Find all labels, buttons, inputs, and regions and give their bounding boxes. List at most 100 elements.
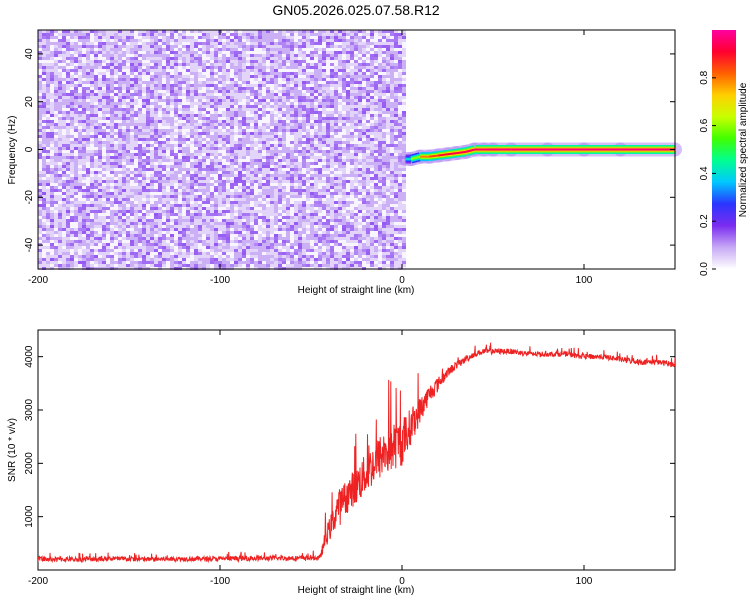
spectrogram-cell — [182, 159, 186, 162]
spectrogram-cell — [194, 186, 198, 189]
spectrogram-cell — [86, 129, 90, 132]
spectrogram-cell — [402, 42, 406, 45]
spectrogram-cell — [50, 60, 54, 63]
spectrogram-cell — [246, 36, 250, 39]
spectrogram-cell — [334, 111, 338, 114]
spectrogram-cell — [366, 96, 370, 99]
spectrogram-cell — [242, 180, 246, 183]
spectrogram-cell — [82, 72, 86, 75]
spectrogram-cell — [322, 183, 326, 186]
spectrogram-cell — [258, 126, 262, 129]
spectrogram-cell — [238, 171, 242, 174]
spectrogram-cell — [38, 54, 42, 57]
spectrogram-cell — [298, 30, 302, 33]
spectrogram-cell — [274, 108, 278, 111]
spectrogram-cell — [158, 39, 162, 42]
spectrogram-cell — [346, 171, 350, 174]
spectrogram-cell — [82, 42, 86, 45]
spectrogram-cell — [334, 126, 338, 129]
spectrogram-cell — [198, 102, 202, 105]
spectrogram-cell — [186, 141, 190, 144]
spectrogram-cell — [78, 63, 82, 66]
spectrogram-cell — [374, 123, 378, 126]
spectrogram-cell — [130, 135, 134, 138]
spectrogram-cell — [238, 177, 242, 180]
spectrogram-cell — [54, 183, 58, 186]
spectrogram-cell — [54, 63, 58, 66]
spectrogram-cell — [270, 69, 274, 72]
spectrogram-cell — [306, 30, 310, 33]
spectrogram-cell — [362, 168, 366, 171]
spectrogram-cell — [294, 153, 298, 156]
spectrogram-cell — [254, 72, 258, 75]
spectrogram-cell — [350, 135, 354, 138]
spectrogram-cell — [330, 105, 334, 108]
spectrogram-cell — [290, 30, 294, 33]
spectrogram-cell — [382, 93, 386, 96]
spectrogram-cell — [250, 120, 254, 123]
spectrogram-cell — [50, 126, 54, 129]
spectrogram-cell — [266, 63, 270, 66]
spectrogram-cell — [250, 72, 254, 75]
spectrogram-cell — [234, 45, 238, 48]
spectrogram-cell — [210, 174, 214, 177]
spectrogram-cell — [322, 63, 326, 66]
spectrogram-cell — [162, 54, 166, 57]
spectrogram-cell — [90, 141, 94, 144]
spectrogram-cell — [194, 42, 198, 45]
spectrogram-cell — [110, 111, 114, 114]
spectrogram-cell — [74, 87, 78, 90]
spectrogram-cell — [170, 99, 174, 102]
spectrogram-cell — [50, 90, 54, 93]
spectrogram-cell — [278, 180, 282, 183]
spectrogram-cell — [150, 72, 154, 75]
spectrogram-cell — [110, 126, 114, 129]
spectrogram-cell — [210, 45, 214, 48]
spectrogram-cell — [242, 144, 246, 147]
spectrogram-cell — [98, 168, 102, 171]
spectrogram-cell — [70, 135, 74, 138]
spectrogram-cell — [78, 51, 82, 54]
spectrogram-cell — [286, 105, 290, 108]
spectrogram-cell — [290, 126, 294, 129]
spectrogram-cell — [234, 57, 238, 60]
spectrogram-cell — [370, 48, 374, 51]
spectrogram-cell — [382, 168, 386, 171]
spectrogram-cell — [122, 141, 126, 144]
spectrogram-cell — [366, 87, 370, 90]
spectrogram-cell — [134, 165, 138, 168]
spectrogram-cell — [114, 66, 118, 69]
spectrogram-cell — [258, 87, 262, 90]
spectrogram-cell — [78, 168, 82, 171]
spectrogram-cell — [262, 90, 266, 93]
spectrogram-cell — [222, 120, 226, 123]
spectrogram-cell — [274, 150, 278, 153]
spectrogram-cell — [250, 102, 254, 105]
spectrogram-cell — [110, 33, 114, 36]
spectrogram-cell — [178, 57, 182, 60]
spectrogram-cell — [138, 120, 142, 123]
spectrogram-cell — [70, 153, 74, 156]
spectrogram-cell — [50, 105, 54, 108]
spectrogram-cell — [374, 105, 378, 108]
spectrogram-cell — [362, 132, 366, 135]
spectrogram-cell — [230, 144, 234, 147]
spectrogram-cell — [246, 129, 250, 132]
spectrogram-cell — [218, 87, 222, 90]
spectrogram-cell — [250, 63, 254, 66]
spectrogram-cell — [54, 48, 58, 51]
spectrogram-cell — [170, 180, 174, 183]
spectrogram-cell — [90, 147, 94, 150]
spectrogram-cell — [266, 120, 270, 123]
spectrogram-cell — [170, 141, 174, 144]
spectrogram-cell — [266, 81, 270, 84]
spectrogram-cell — [74, 33, 78, 36]
spectrogram-cell — [210, 57, 214, 60]
spectrogram-cell — [138, 189, 142, 192]
spectrogram-cell — [170, 183, 174, 186]
spectrogram-cell — [122, 147, 126, 150]
spectrogram-cell — [358, 147, 362, 150]
spectrogram-cell — [42, 102, 46, 105]
spectrogram-cell — [262, 36, 266, 39]
spectrogram-cell — [234, 42, 238, 45]
